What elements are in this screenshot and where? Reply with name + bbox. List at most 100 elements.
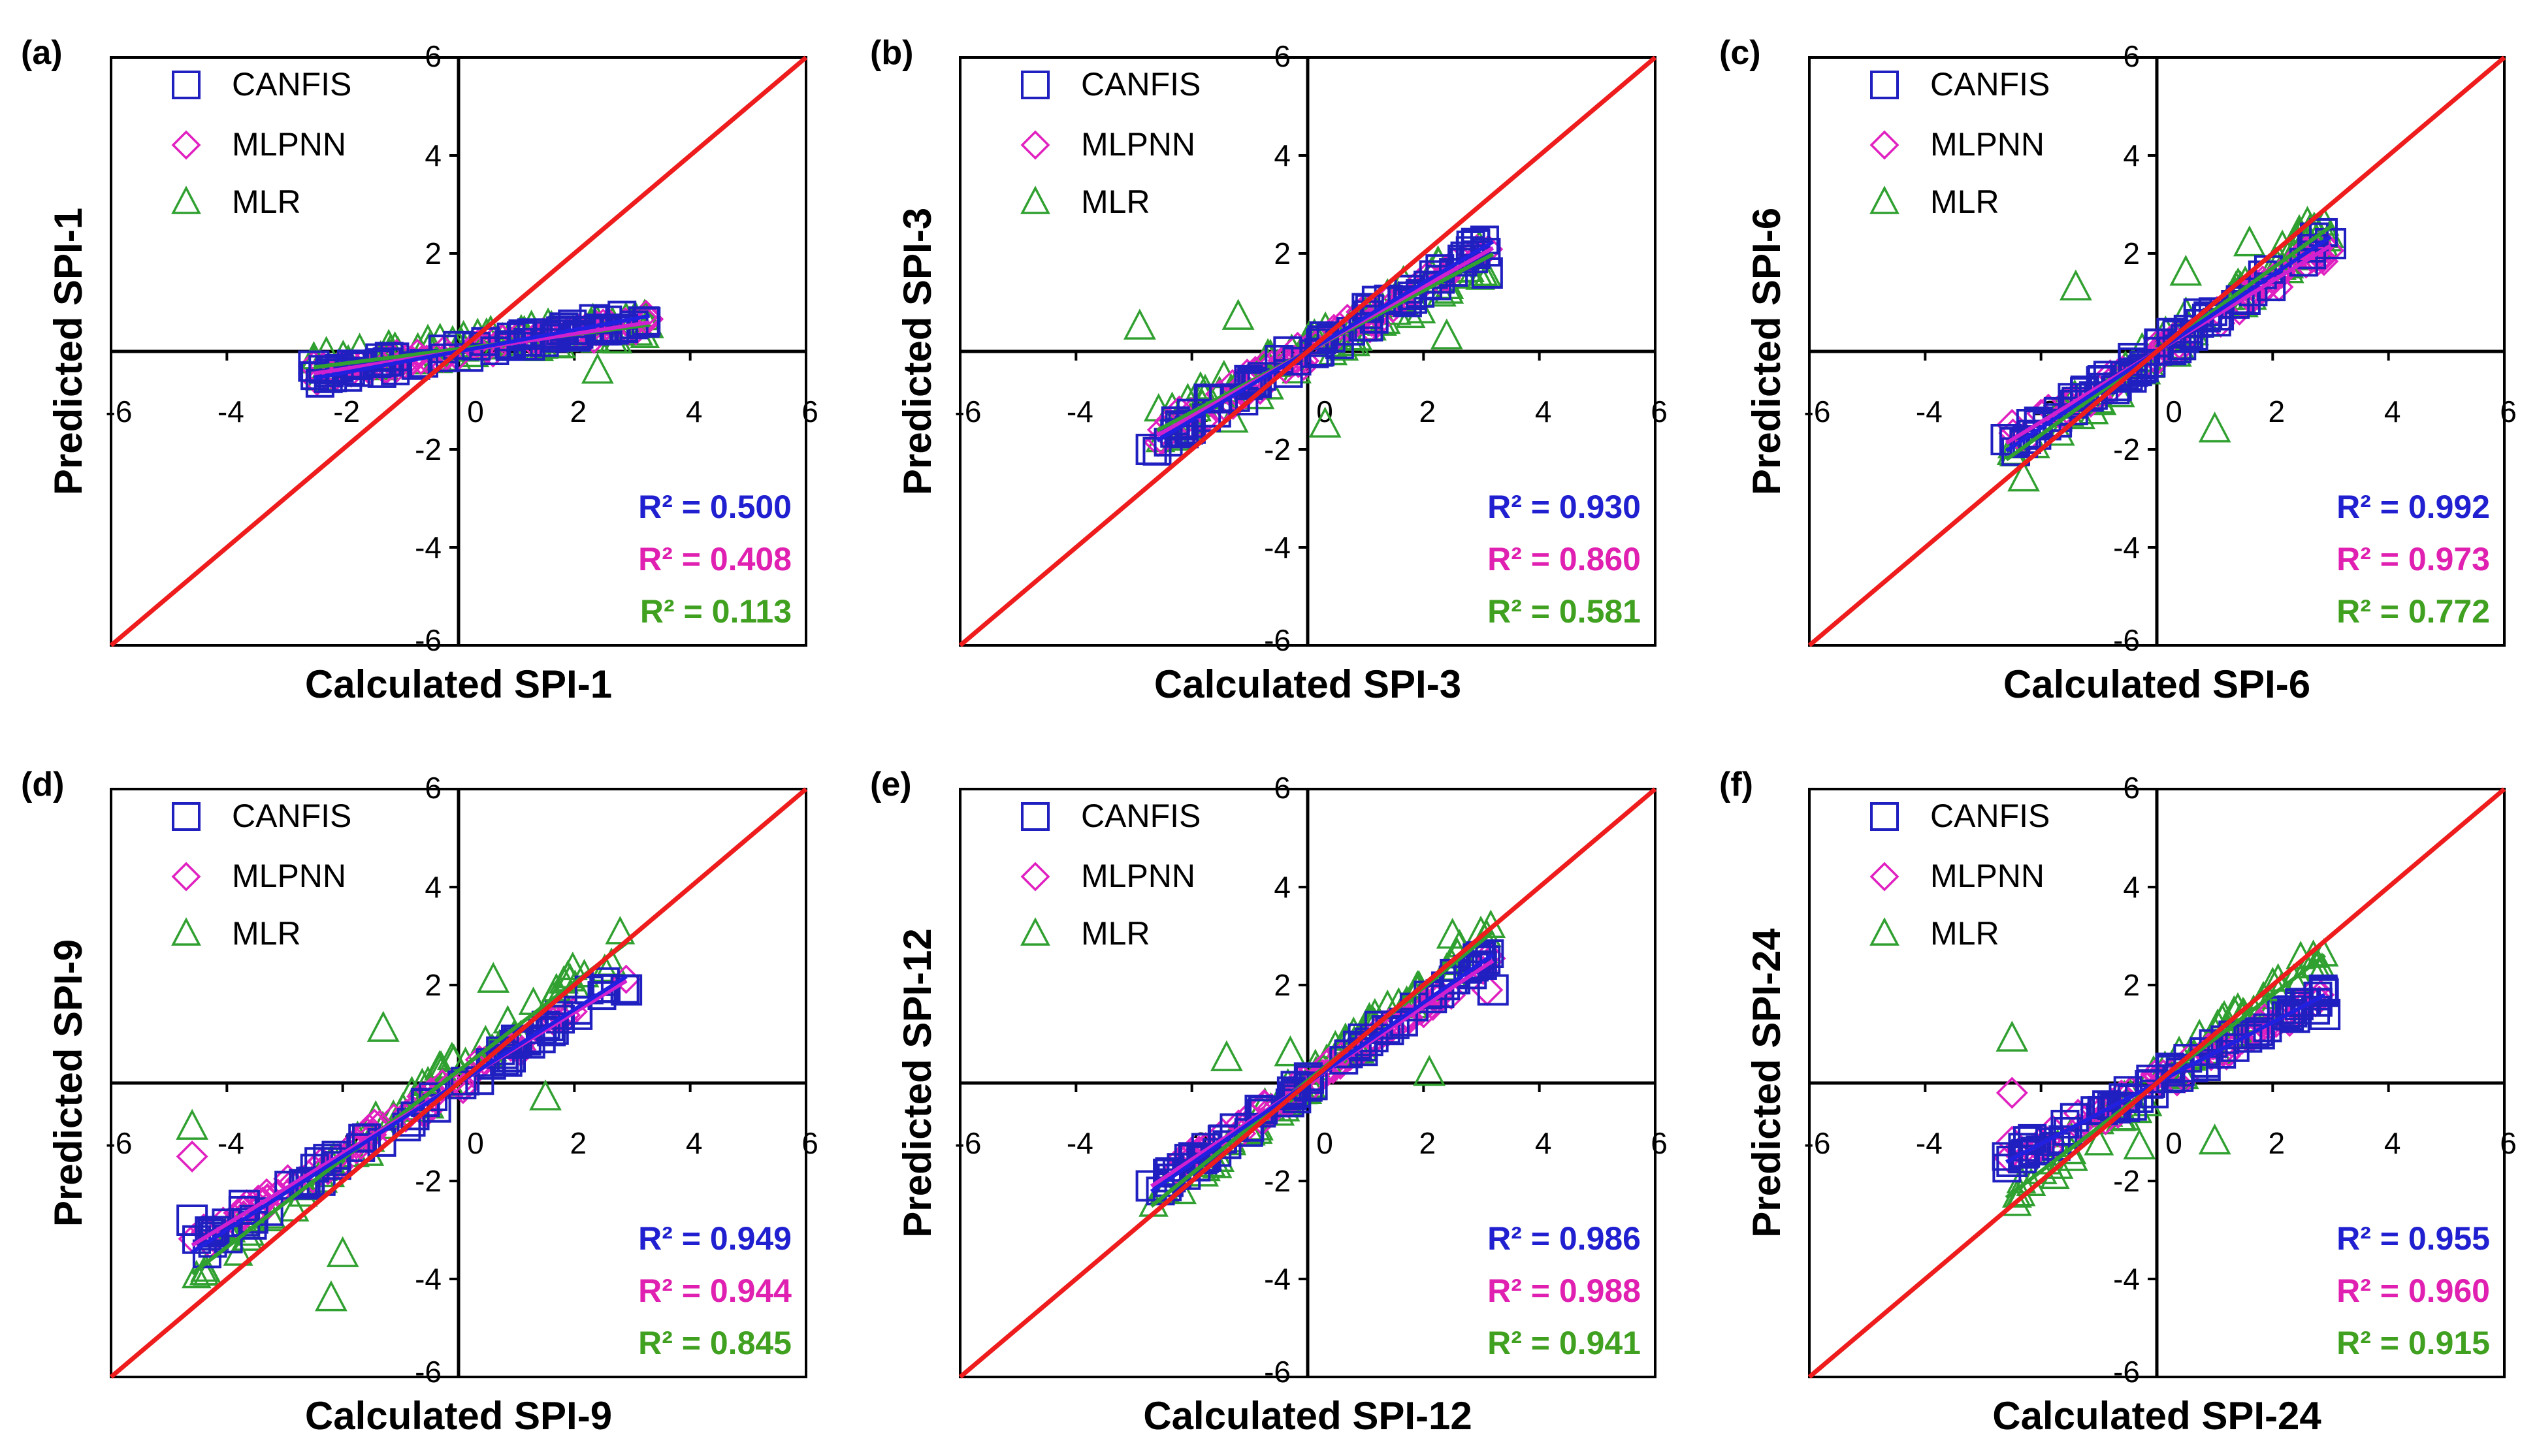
legend-marker-mlpnn <box>1869 862 1899 892</box>
x-tick-label: 6 <box>1651 1126 1668 1160</box>
x-tick-label: 6 <box>801 1126 818 1160</box>
legend-bg <box>165 912 361 964</box>
y-tick-label: -2 <box>1264 1164 1291 1198</box>
x-tick-label: 6 <box>1651 395 1668 429</box>
x-tick-label: 4 <box>2384 1126 2401 1160</box>
data-point <box>2278 999 2308 1028</box>
r2-label: R² = 0.944 <box>638 1272 792 1309</box>
legend-label: CANFIS <box>1930 66 2050 103</box>
r2-label: R² = 0.949 <box>638 1220 792 1257</box>
r2-label: R² = 0.113 <box>640 593 792 630</box>
legend-marker-canfis <box>1021 71 1050 99</box>
panel-label: (e) <box>870 766 912 803</box>
legend: CANFIS MLPNN MLR <box>1014 794 1210 964</box>
data-point <box>530 328 559 357</box>
data-point <box>426 1050 456 1079</box>
y-tick-label: 4 <box>425 138 442 172</box>
y-tick-label: 4 <box>1274 138 1291 172</box>
y-axis-label: Predicted SPI-1 <box>46 208 90 495</box>
data-point <box>1208 384 1238 413</box>
r2-label: R² = 0.960 <box>2336 1272 2490 1309</box>
data-point <box>447 1070 477 1099</box>
one-to-one-line <box>1807 56 2506 647</box>
legend-marker-mlr <box>171 186 201 214</box>
legend-marker-mlr <box>1869 186 1899 214</box>
r2-label: R² = 0.973 <box>2336 541 2490 577</box>
legend-bg <box>1864 854 2060 907</box>
fit-line-mlr <box>191 941 628 1276</box>
panel-label: (d) <box>21 766 64 803</box>
x-tick-label: -6 <box>106 395 133 429</box>
y-tick-label: -6 <box>2113 623 2140 657</box>
x-tick-label: -4 <box>1067 395 1093 429</box>
x-axis-label: Calculated SPI-24 <box>1992 1394 2321 1438</box>
legend-bg <box>1864 123 2060 175</box>
legend-label: CANFIS <box>232 798 351 834</box>
data-point <box>1135 434 1167 465</box>
x-tick-label: -2 <box>333 395 360 429</box>
r2-label: R² = 0.408 <box>638 541 792 577</box>
r2-label: R² = 0.581 <box>1487 593 1641 630</box>
data-point <box>2107 1079 2137 1109</box>
legend-label: MLPNN <box>1081 126 1195 163</box>
legend-label: CANFIS <box>1930 798 2050 834</box>
y-tick-label: -4 <box>415 530 442 564</box>
r2-label: R² = 0.955 <box>2336 1220 2490 1257</box>
y-axis-label: Predicted SPI-9 <box>46 939 90 1227</box>
r2-label: R² = 0.992 <box>2336 489 2490 525</box>
x-tick-label: -6 <box>955 395 982 429</box>
data-point <box>2060 389 2089 419</box>
data-point <box>419 1082 448 1112</box>
x-tick-label: 6 <box>2500 1126 2517 1160</box>
data-point <box>1996 1146 2028 1177</box>
data-point <box>1436 918 1469 949</box>
y-tick-label: 2 <box>1274 236 1291 270</box>
x-tick-label: -6 <box>106 1126 133 1160</box>
r2-label: R² = 0.930 <box>1487 489 1641 525</box>
data-point <box>1274 1035 1307 1067</box>
y-tick-label: -2 <box>2113 1164 2140 1198</box>
series-canfis <box>176 967 643 1269</box>
legend-bg <box>1014 180 1210 233</box>
data-point <box>2059 269 2092 300</box>
legend-marker-canfis <box>172 71 201 99</box>
data-point <box>1477 974 1509 1006</box>
x-tick-label: 4 <box>1535 395 1552 429</box>
x-axis-label: Calculated SPI-6 <box>2003 662 2310 706</box>
y-axis-label: Predicted SPI-12 <box>896 928 939 1238</box>
data-point <box>2123 1128 2156 1159</box>
legend-bg <box>165 123 361 175</box>
x-tick-label: -6 <box>1804 1126 1831 1160</box>
legend-label: CANFIS <box>1081 798 1201 834</box>
series-canfis <box>1992 974 2341 1183</box>
legend-marker-mlr <box>171 917 201 946</box>
one-to-one-line <box>958 56 1657 647</box>
legend-label: MLPNN <box>232 126 346 163</box>
data-point <box>529 1079 562 1110</box>
data-point <box>346 1133 376 1162</box>
x-tick-label: 0 <box>2165 395 2182 429</box>
data-point <box>470 329 500 359</box>
legend-label: MLR <box>1081 184 1150 220</box>
y-tick-label: -6 <box>2113 1355 2140 1389</box>
data-point <box>1996 1076 2028 1109</box>
data-point <box>2198 412 2231 443</box>
y-tick-label: -2 <box>2113 432 2140 466</box>
data-point <box>1996 1020 2029 1052</box>
y-tick-label: -4 <box>1264 1262 1291 1296</box>
data-point <box>557 951 588 980</box>
x-tick-label: 2 <box>1419 1126 1436 1160</box>
panel-label: (c) <box>1719 34 1761 72</box>
y-tick-label: 6 <box>425 39 442 73</box>
r2-annotations: R² = 0.992 R² = 0.973 R² = 0.772 <box>2336 489 2490 630</box>
legend-label: MLR <box>232 915 301 952</box>
r2-annotations: R² = 0.955 R² = 0.960 R² = 0.915 <box>2336 1220 2490 1361</box>
legend: CANFIS MLPNN MLR <box>1864 63 2060 233</box>
data-point <box>2240 1020 2270 1049</box>
y-axis-label: Predicted SPI-6 <box>1745 208 1788 495</box>
legend-bg <box>1014 912 1210 964</box>
y-tick-label: 6 <box>2123 39 2140 73</box>
